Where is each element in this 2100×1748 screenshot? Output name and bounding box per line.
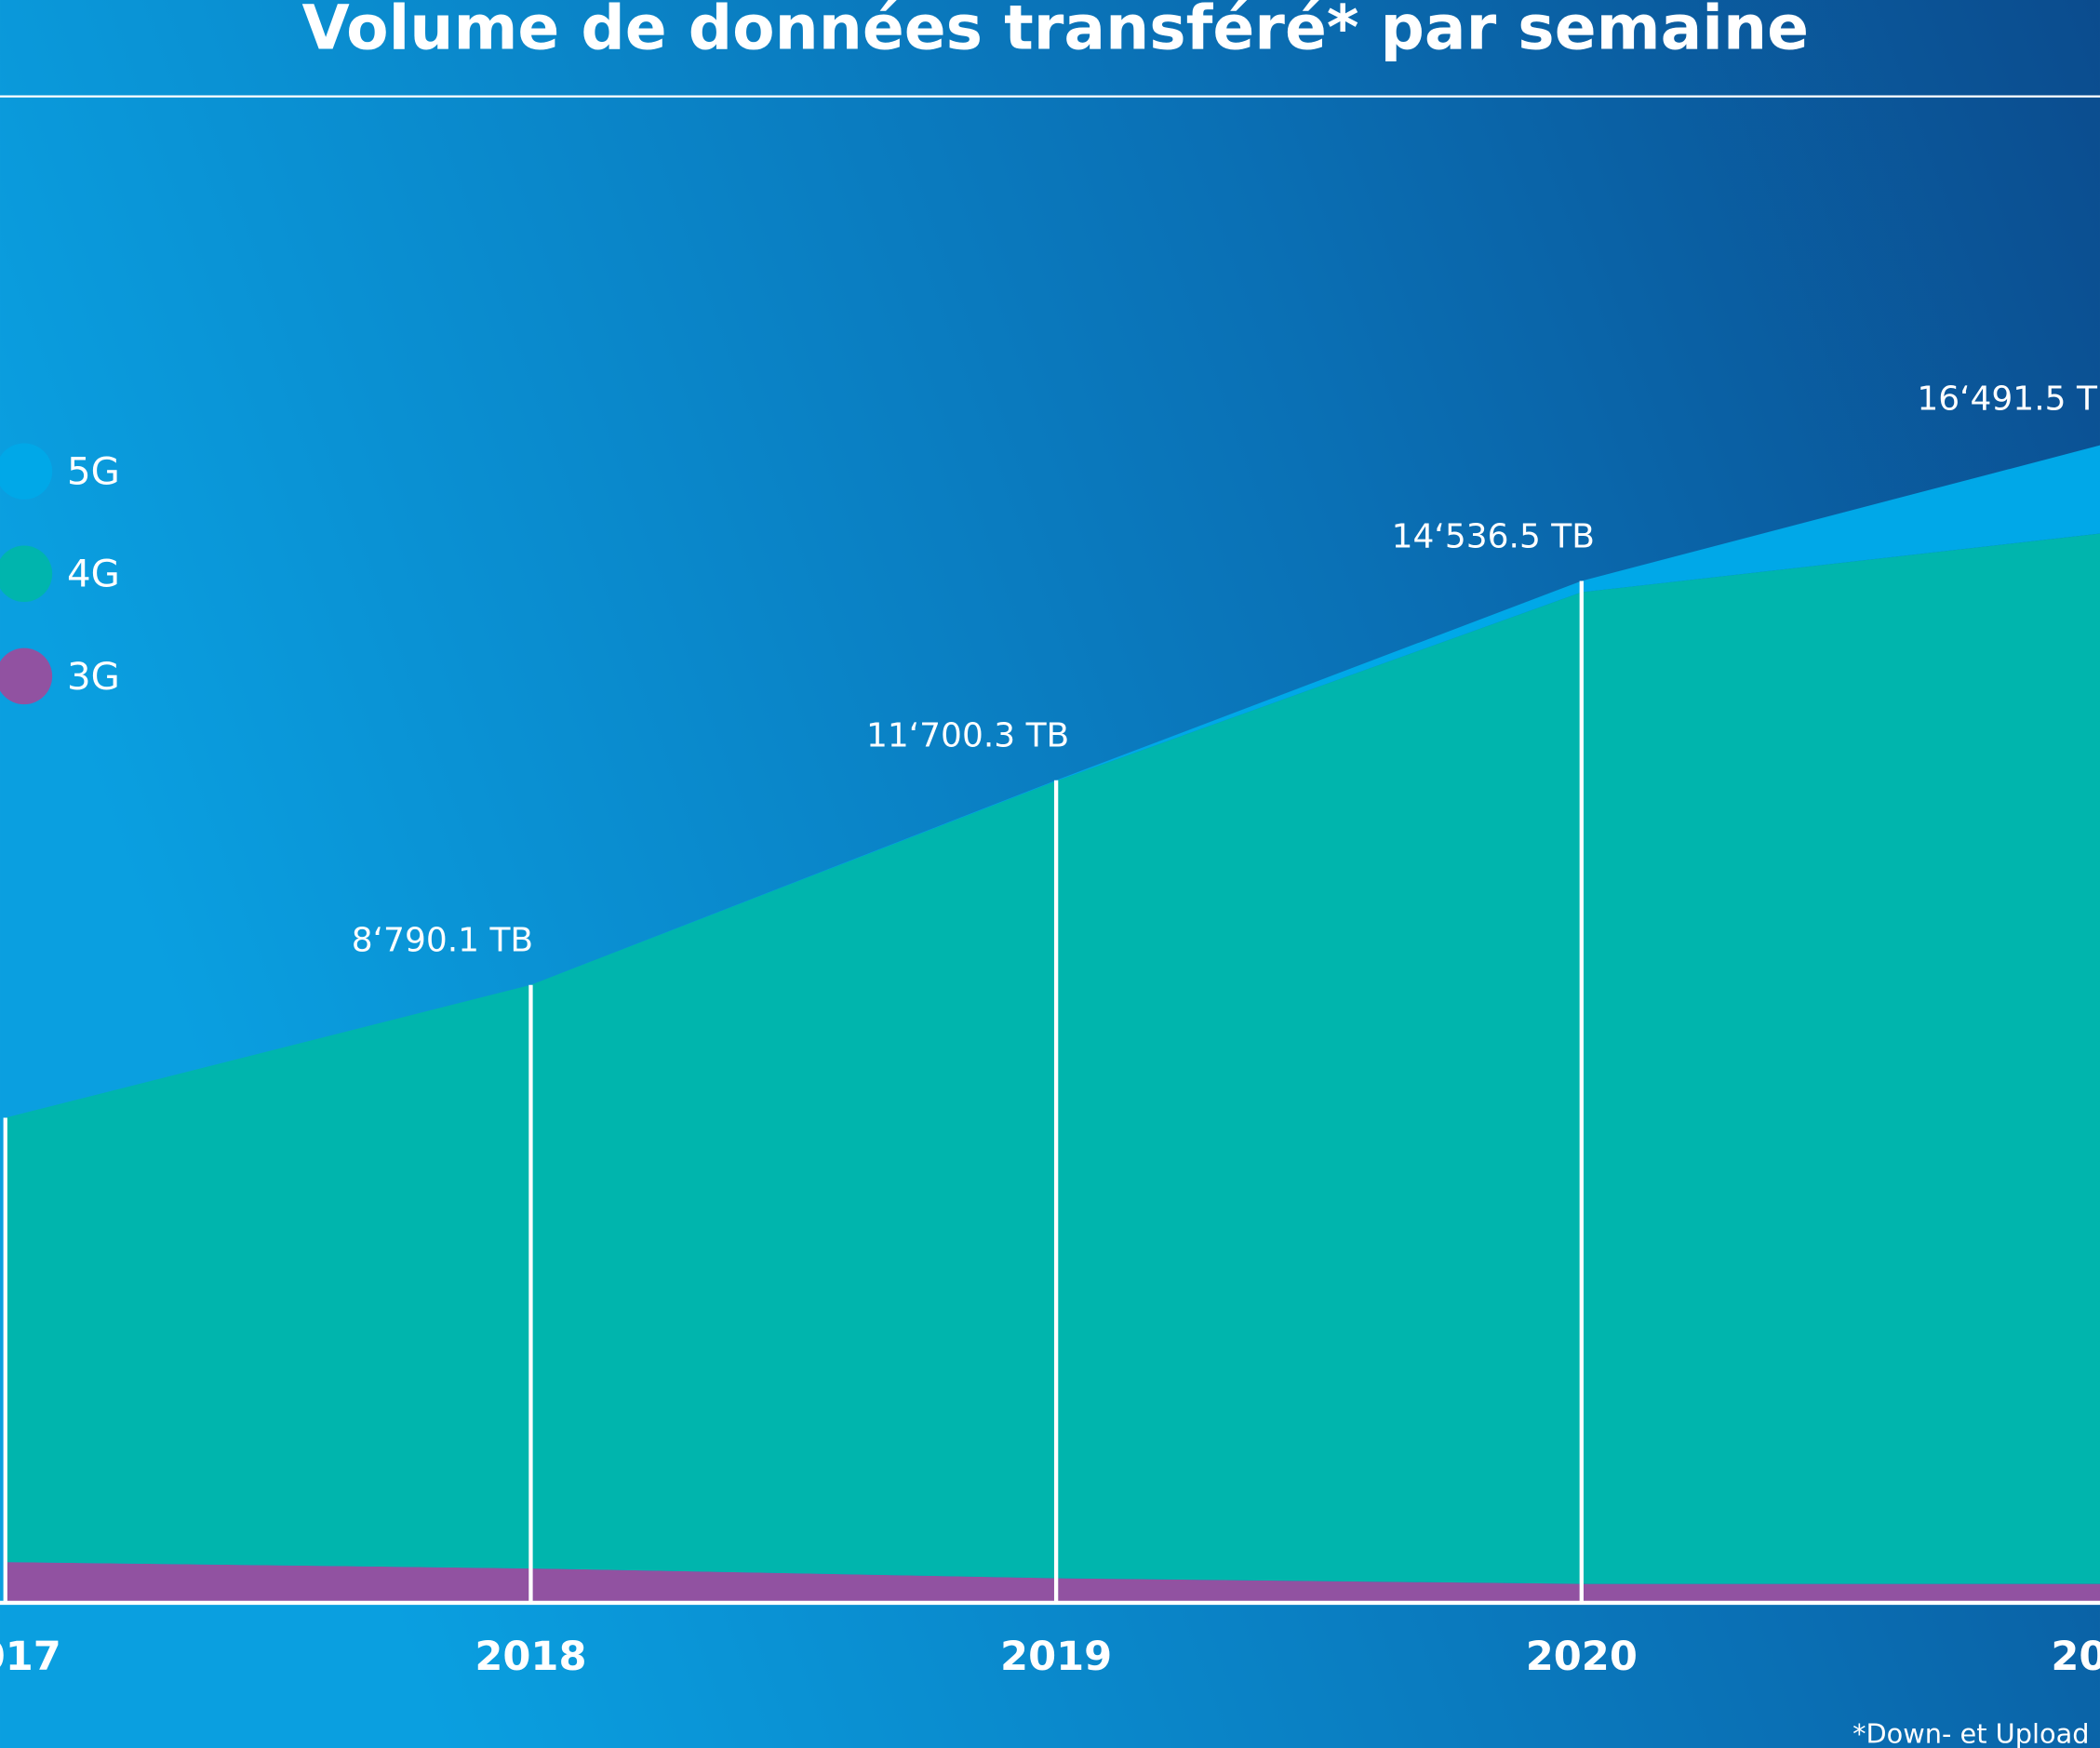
chart-title: Volume de données transféré* par semaine (302, 0, 1809, 64)
legend-swatch (0, 443, 53, 500)
x-tick-label: 2019 (1000, 1634, 1112, 1680)
total-label: 14‘536.5 TB (1392, 517, 1595, 555)
legend-swatch (0, 545, 53, 603)
legend-label: 4G (67, 553, 120, 596)
total-label: 8‘790.1 TB (352, 922, 533, 960)
total-label: 11‘700.3 TB (866, 717, 1069, 755)
legend-label: 5G (67, 450, 120, 494)
area (5, 445, 2100, 1118)
footnote: *Down- et Upload (1853, 1717, 2089, 1748)
x-tick-label: 2017 (0, 1634, 61, 1680)
total-label: 16‘491.5 TB (1917, 380, 2100, 419)
legend-label: 3G (67, 655, 120, 699)
x-tick-label: 2020 (1526, 1634, 1638, 1680)
x-tick-label: 2018 (475, 1634, 586, 1680)
legend-swatch (0, 647, 53, 705)
x-tick-label: 2021 (2051, 1634, 2100, 1680)
